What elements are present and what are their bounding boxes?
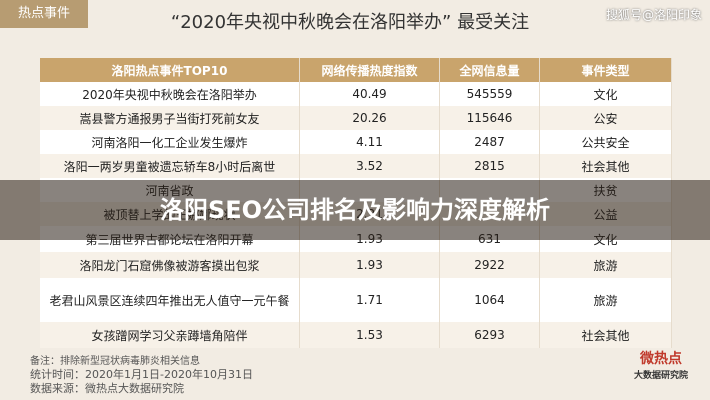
table-cell: 社会其他 bbox=[540, 322, 672, 348]
header-cell: 全网信息量 bbox=[440, 58, 540, 82]
table-cell: 2922 bbox=[440, 252, 540, 278]
table-row: 洛阳龙门石窟佛像被游客摸出包浆 1.93 2922 旅游 bbox=[40, 252, 672, 278]
watermark: 搜狐号@洛阳印象 bbox=[605, 8, 702, 22]
table-row: 河南洛阳一化工企业发生爆炸 4.11 2487 公共安全 bbox=[40, 130, 672, 154]
logo-sub: 大数据研究院 bbox=[633, 371, 688, 381]
table-cell: 公安 bbox=[540, 106, 672, 130]
header-cell: 网络传播热度指数 bbox=[300, 58, 440, 82]
header-cell: 事件类型 bbox=[540, 58, 672, 82]
table-cell: 洛阳一两岁男童被遗忘轿车8小时后离世 bbox=[40, 154, 300, 178]
table-cell: 公共安全 bbox=[540, 130, 672, 154]
table-cell: 20.26 bbox=[300, 106, 440, 130]
table-cell: 545559 bbox=[440, 82, 540, 106]
table-cell: 洛阳龙门石窟佛像被游客摸出包浆 bbox=[40, 252, 300, 278]
table-row: 老君山风景区连续四年推出无人值守一元午餐 1.71 1064 旅游 bbox=[40, 278, 672, 322]
table-cell: 文化 bbox=[540, 82, 672, 106]
table-cell: 115646 bbox=[440, 106, 540, 130]
header-row: 洛阳热点事件TOP10 网络传播热度指数 全网信息量 事件类型 bbox=[40, 58, 672, 82]
table-cell: 6293 bbox=[440, 322, 540, 348]
table-cell: 2815 bbox=[440, 154, 540, 178]
table-cell: 2487 bbox=[440, 130, 540, 154]
table-cell: 40.49 bbox=[300, 82, 440, 106]
table-row: 2020年央视中秋晚会在洛阳举办 40.49 545559 文化 bbox=[40, 82, 672, 106]
title: “2020年央视中秋晚会在洛阳举办” 最受关注 bbox=[170, 12, 530, 33]
note: 统计时间：2020年1月1日-2020年10月31日 bbox=[30, 368, 253, 381]
table-cell: 旅游 bbox=[540, 252, 672, 278]
header-cell: 洛阳热点事件TOP10 bbox=[40, 58, 300, 82]
table-cell: 嵩县警方通报男子当街打死前女友 bbox=[40, 106, 300, 130]
table-cell: 3.52 bbox=[300, 154, 440, 178]
table-cell: 4.11 bbox=[300, 130, 440, 154]
logo-text: 微热点 bbox=[639, 351, 682, 367]
tag: 热点事件 bbox=[0, 0, 88, 28]
table-cell: 河南洛阳一化工企业发生爆炸 bbox=[40, 130, 300, 154]
table-cell: 2020年央视中秋晚会在洛阳举办 bbox=[40, 82, 300, 106]
banner: 洛阳SEO公司排名及影响力深度解析 bbox=[0, 180, 710, 240]
table-cell: 1.53 bbox=[300, 322, 440, 348]
logo: 微热点 大数据研究院 bbox=[634, 348, 688, 381]
table-cell: 1.93 bbox=[300, 252, 440, 278]
table-cell: 女孩蹭网学习父亲蹲墙角陪伴 bbox=[40, 322, 300, 348]
table-row: 女孩蹭网学习父亲蹲墙角陪伴 1.53 6293 社会其他 bbox=[40, 322, 672, 348]
table-cell: 旅游 bbox=[540, 278, 672, 322]
table-cell: 1064 bbox=[440, 278, 540, 322]
table-row: 洛阳一两岁男童被遗忘轿车8小时后离世 3.52 2815 社会其他 bbox=[40, 154, 672, 178]
table-row: 嵩县警方通报男子当街打死前女友 20.26 115646 公安 bbox=[40, 106, 672, 130]
table-cell: 社会其他 bbox=[540, 154, 672, 178]
note: 数据来源：微热点大数据研究院 bbox=[30, 382, 184, 395]
table-cell: 老君山风景区连续四年推出无人值守一元午餐 bbox=[40, 278, 300, 322]
table-cell: 1.71 bbox=[300, 278, 440, 322]
note: 备注：排除新型冠状病毒肺炎相关信息 bbox=[30, 356, 200, 367]
